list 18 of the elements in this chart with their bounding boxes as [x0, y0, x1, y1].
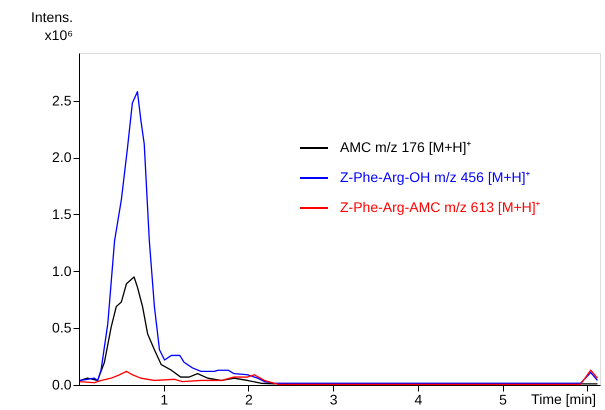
x-tick-label: 5 — [499, 392, 508, 408]
x-tick-label: 1 — [160, 392, 168, 408]
y-axis-title: Intens. x10⁶ — [30, 9, 73, 43]
x-tick-label: 3 — [330, 392, 338, 408]
x-tick-label: 2 — [245, 392, 254, 408]
legend-label: AMC m/z 176 [M+H]⁺ — [340, 139, 472, 155]
x-axis-title: Time [min] — [531, 391, 596, 407]
line-series — [79, 370, 598, 386]
x-tick-label: 4 — [414, 392, 422, 408]
y-tick-label: 1.5 — [52, 206, 72, 222]
line-series — [79, 91, 598, 384]
y-tick-label: 0.5 — [52, 320, 72, 336]
legend-label: Z-Phe-Arg-OH m/z 456 [M+H]⁺ — [340, 169, 531, 185]
y-tick-label: 1.0 — [52, 262, 72, 279]
y-tick-label: 2.5 — [52, 92, 72, 108]
y-tick-label: 0.0 — [52, 376, 72, 392]
legend-label: Z-Phe-Arg-AMC m/z 613 [M+H]⁺ — [340, 199, 541, 215]
y-tick-label: 2.0 — [52, 149, 72, 166]
